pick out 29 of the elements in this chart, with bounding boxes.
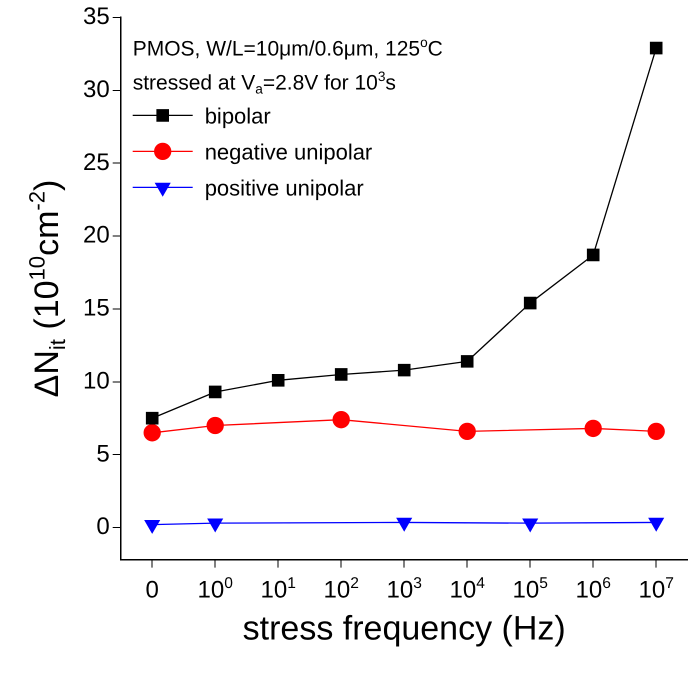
point (648, 422, 665, 440)
point (208, 386, 222, 398)
y-tick-label: 5 (96, 440, 110, 468)
point (650, 42, 663, 54)
point (524, 296, 537, 310)
point (144, 424, 161, 442)
point (334, 368, 348, 381)
y-tick-label: 30 (82, 76, 110, 103)
point (584, 420, 602, 438)
y-tick-label: 15 (82, 294, 110, 322)
point (398, 364, 411, 376)
x-tick-label: 0 (146, 576, 159, 604)
y-tick-label: 20 (82, 222, 110, 249)
point (332, 411, 350, 428)
y-tick-label: 35 (82, 3, 110, 30)
y-tick-label: 0 (96, 513, 110, 540)
y-axis-title: ΔNit (1010cm-2) (24, 180, 70, 398)
point (272, 374, 285, 387)
point (458, 422, 476, 440)
y-tick-label: 25 (82, 148, 110, 176)
legend-label: bipolar (204, 103, 271, 128)
legend-label: negative unipolar (204, 139, 372, 164)
point (586, 248, 600, 262)
x-axis-title: stress frequency (Hz) (242, 610, 566, 648)
point (146, 412, 159, 425)
y-tick-label: 10 (82, 367, 110, 394)
point (460, 355, 474, 368)
point (206, 416, 224, 434)
legend-label: positive unipolar (204, 175, 364, 200)
